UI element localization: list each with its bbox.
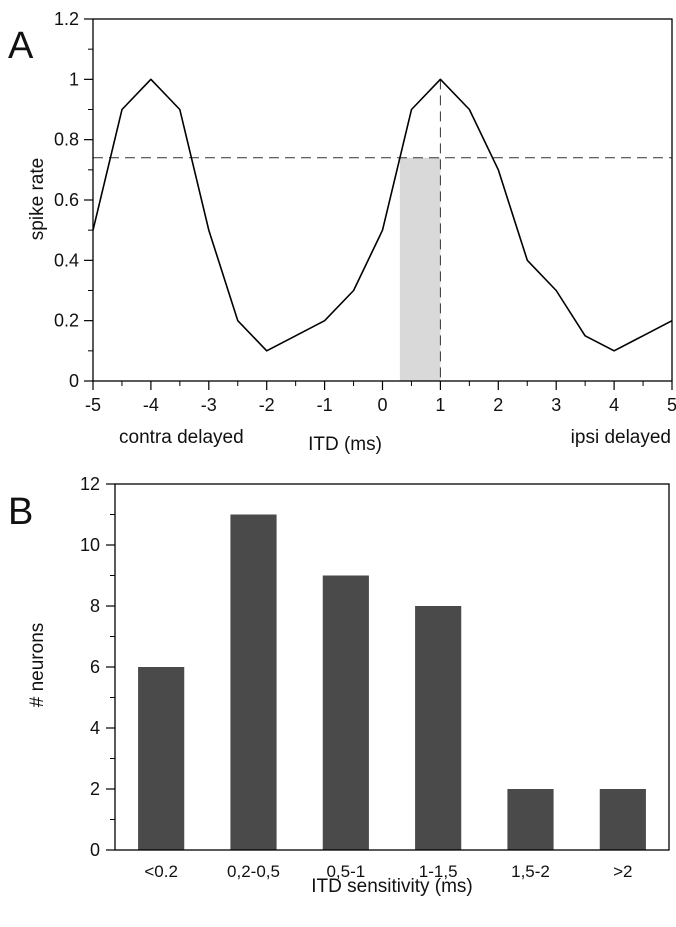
x-axis-ticks-b: <0.2 0,2-0,5 0,5-1 1-1,5 1,5-2 >2	[144, 862, 632, 881]
bar	[599, 789, 646, 850]
panel-letter-b: B	[8, 491, 33, 533]
x-tick-label: 5	[667, 395, 676, 415]
y-tick-label: 0.6	[54, 190, 79, 210]
x-tick-label: >2	[613, 862, 632, 881]
x-tick-label: -5	[85, 395, 101, 415]
panel-letter-a: A	[8, 25, 34, 67]
y-axis-ticks-a: 0 0.2 0.4 0.6 0.8 1 1.2	[54, 9, 93, 391]
y-tick-label: 0.8	[54, 130, 79, 150]
shaded-region-group	[399, 157, 441, 381]
x-note-right: ipsi delayed	[571, 427, 671, 448]
x-tick-label: 1-1,5	[419, 862, 458, 881]
y-tick-label: 1	[69, 69, 79, 89]
x-axis-label-b: ITD sensitivity (ms)	[311, 876, 473, 897]
y-tick-label: 8	[90, 596, 100, 616]
x-tick-label: 4	[609, 395, 619, 415]
x-tick-label: -4	[143, 395, 159, 415]
y-tick-label: 0	[69, 371, 79, 391]
y-tick-label: 0.4	[54, 250, 79, 270]
y-tick-label: 0	[90, 840, 100, 860]
x-tick-label: 0	[377, 395, 387, 415]
x-axis-ticks-a: -5 -4 -3 -2 -1 0 1 2 3 4 5	[85, 381, 676, 415]
y-tick-label: 0.2	[54, 311, 79, 331]
series-line	[92, 78, 673, 352]
bar	[230, 514, 277, 850]
bar	[507, 789, 554, 850]
series-line-group	[92, 78, 673, 352]
bar	[322, 575, 369, 850]
x-tick-label: 2	[493, 395, 503, 415]
bar	[415, 606, 462, 850]
y-tick-label: 1.2	[54, 9, 79, 29]
x-note-left: contra delayed	[119, 427, 244, 448]
x-tick-label: -1	[317, 395, 333, 415]
x-axis-label-a: ITD (ms)	[308, 434, 382, 455]
bars-group	[138, 514, 646, 850]
x-tick-label: 0,5-1	[326, 862, 365, 881]
y-tick-label: 10	[80, 535, 100, 555]
bar	[138, 667, 185, 850]
x-tick-label: -2	[259, 395, 275, 415]
y-tick-label: 2	[90, 779, 100, 799]
plot-frame-b	[114, 483, 670, 851]
y-tick-label: 4	[90, 718, 100, 738]
x-tick-label: 1,5-2	[511, 862, 550, 881]
y-tick-label: 6	[90, 657, 100, 677]
x-tick-label: <0.2	[144, 862, 178, 881]
panel-b: B 0 2 4 6 8 10 12 <0.2 0,2-0,5 0,5-1 1-1,5 1,5-2 >2…	[8, 474, 670, 897]
y-axis-ticks-b: 0 2 4 6 8 10 12	[80, 474, 115, 860]
y-axis-label-b: # neurons	[27, 623, 48, 708]
reference-lines-group	[93, 79, 672, 381]
plot-frame-a	[92, 18, 673, 382]
panel-a: A 0 0.2 0.4 0.6 0.8 1 1.2 -5 -4 -3 -2 -1 0 1 2 3 4 5 spi…	[8, 9, 676, 455]
x-tick-label: 3	[551, 395, 561, 415]
x-tick-label: 0,2-0,5	[227, 862, 280, 881]
x-tick-label: 1	[435, 395, 445, 415]
y-axis-label-a: spike rate	[27, 158, 48, 240]
shaded-region	[399, 157, 441, 381]
x-tick-label: -3	[201, 395, 217, 415]
y-tick-label: 12	[80, 474, 100, 494]
